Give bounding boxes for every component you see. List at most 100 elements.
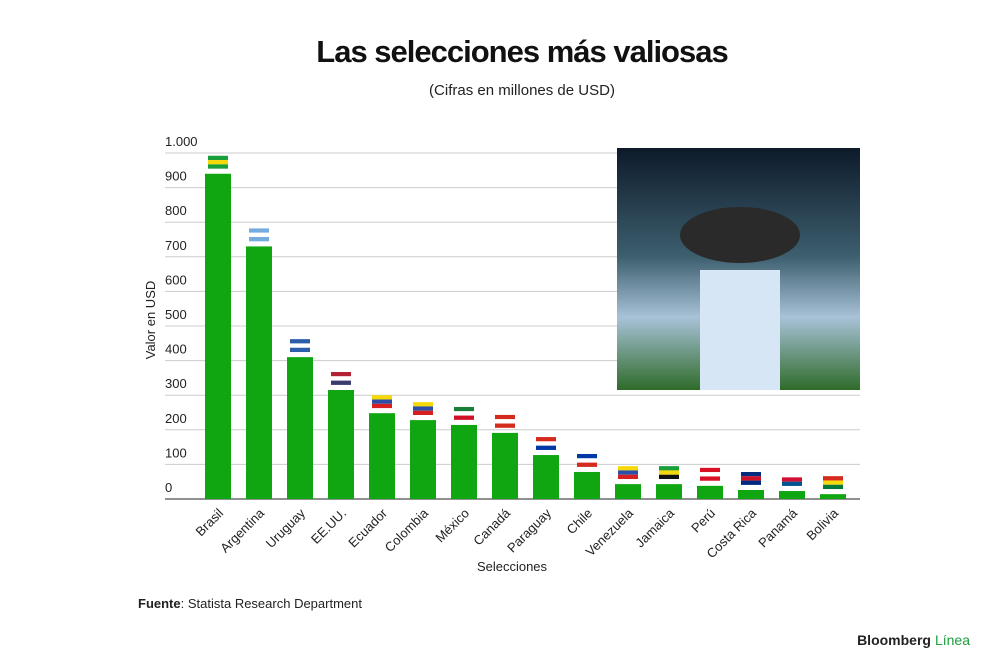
chart-title: Las selecciones más valiosas [316, 34, 727, 69]
source-label: Fuente [138, 596, 181, 611]
flag-stripe [618, 470, 638, 475]
y-tick-label: 1.000 [165, 134, 198, 149]
flag-stripe [290, 347, 310, 353]
flag-stripe [659, 466, 679, 471]
source-text: : Statista Research Department [181, 596, 363, 611]
flag-stripe [208, 155, 228, 161]
flag-stripe [782, 477, 802, 482]
x-tick-label: Argentina [217, 505, 268, 556]
bar [205, 173, 231, 499]
x-tick-label: Perú [688, 506, 718, 536]
flag-stripe [536, 445, 556, 450]
flag-stripe [372, 395, 392, 400]
flag-stripe [290, 343, 310, 348]
x-tick-label: Bolivia [803, 505, 841, 543]
bar [369, 413, 395, 499]
trophy [680, 207, 800, 263]
flag-stripe [577, 454, 597, 459]
flag-stripe [495, 419, 515, 424]
x-tick-label: Brasil [193, 505, 227, 539]
flag-stripe [331, 376, 351, 381]
x-tick-label: Paraguay [504, 505, 554, 555]
source: Fuente: Statista Research Department [138, 596, 362, 611]
y-tick-label: 0 [165, 480, 172, 495]
flag-stripe [249, 237, 269, 242]
bar [287, 357, 313, 499]
y-tick-label: 200 [165, 411, 187, 426]
flag-stripe [618, 466, 638, 471]
flag-stripe [413, 410, 433, 416]
flag-stripe [741, 480, 761, 485]
y-tick-label: 300 [165, 376, 187, 391]
flag-stripe [454, 411, 474, 416]
y-tick-label: 600 [165, 272, 187, 287]
bar [738, 490, 764, 499]
flag-stripe [372, 399, 392, 404]
flag-stripe [823, 476, 843, 481]
x-tick-label: EE.UU. [308, 506, 349, 547]
x-tick-label: México [432, 506, 472, 546]
flag-stripe [700, 476, 720, 481]
x-tick-label: Chile [564, 506, 596, 538]
bar [451, 424, 477, 499]
flag-stripe [536, 441, 556, 446]
flag-stripe [495, 423, 515, 428]
x-tick-label: Colombia [382, 505, 432, 555]
x-axis-label: Selecciones [477, 559, 548, 574]
bar [533, 455, 559, 499]
flag-stripe [208, 164, 228, 169]
flag-stripe [823, 480, 843, 485]
x-tick-label: Panamá [755, 505, 800, 550]
bar [246, 246, 272, 499]
flag-stripe [659, 470, 679, 475]
flag-stripe [741, 476, 761, 481]
flag-stripe [413, 406, 433, 411]
y-tick-label: 800 [165, 203, 187, 218]
player [700, 270, 780, 390]
flag-stripe [495, 414, 515, 420]
bar [779, 491, 805, 499]
flag-stripe [249, 228, 269, 233]
y-axis-label: Valor en USD [143, 281, 158, 360]
flag-stripe [536, 437, 556, 442]
x-tick-label: Uruguay [263, 505, 309, 551]
bar [574, 472, 600, 499]
flag-stripe [208, 160, 228, 165]
x-tick-label: Jamaica [632, 505, 677, 550]
flag-stripe [618, 474, 638, 480]
y-tick-label: 400 [165, 342, 187, 357]
bar [656, 484, 682, 499]
flag-stripe [290, 339, 310, 344]
y-tick-label: 500 [165, 307, 187, 322]
y-tick-label: 900 [165, 169, 187, 184]
flag-stripe [331, 372, 351, 377]
flag-stripe [454, 415, 474, 420]
bar [492, 432, 518, 499]
flag-stripe [700, 472, 720, 477]
flag-stripe [782, 473, 802, 478]
flag-stripe [577, 462, 597, 467]
flag-stripe [413, 402, 433, 407]
bar [697, 485, 723, 499]
flag-stripe [659, 474, 679, 480]
bar [820, 494, 846, 499]
flag-stripe [700, 467, 720, 473]
brand-name: Bloomberg [857, 632, 931, 648]
bar [615, 484, 641, 499]
flag-stripe [782, 481, 802, 486]
flag-stripe [741, 472, 761, 477]
flag-stripe [454, 406, 474, 412]
flag-stripe [372, 403, 392, 409]
chart-subtitle: (Cifras en millones de USD) [429, 82, 615, 99]
y-tick-label: 700 [165, 238, 187, 253]
flag-stripe [577, 458, 597, 463]
bar [410, 420, 436, 499]
flag-stripe [249, 232, 269, 238]
brand: Bloomberg Línea [857, 632, 970, 648]
y-tick-label: 100 [165, 445, 187, 460]
brand-sub: Línea [935, 632, 970, 648]
flag-stripe [331, 380, 351, 385]
photo [617, 148, 860, 390]
